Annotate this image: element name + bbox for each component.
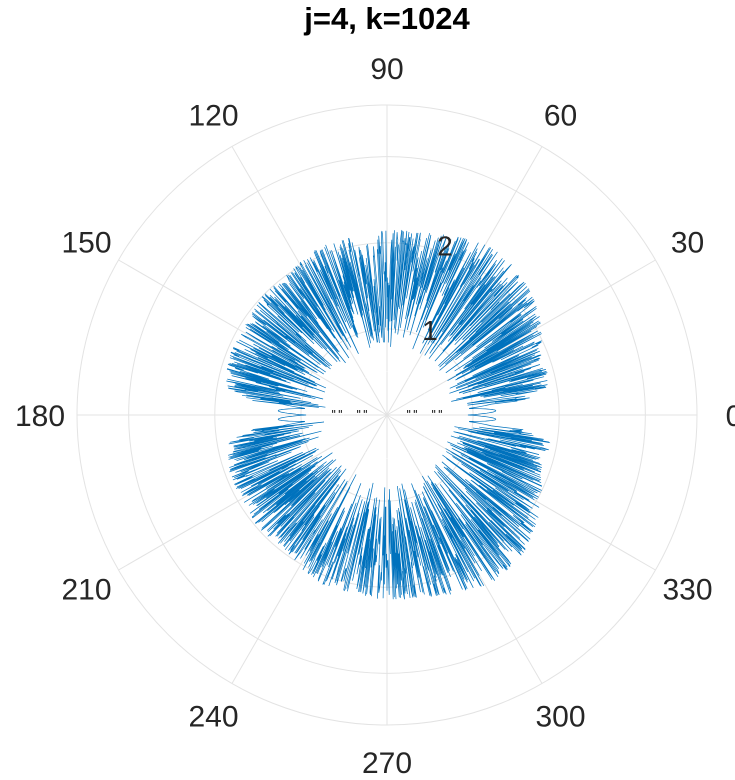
inner-spoke <box>365 377 388 416</box>
center-marker: "" <box>405 408 418 421</box>
center-marker: "" <box>330 408 343 421</box>
inner-spoke <box>349 414 388 437</box>
chart-title: j=4, k=1024 <box>303 1 470 36</box>
angle-tick-label: 60 <box>544 100 577 133</box>
angle-tick-label: 120 <box>188 100 238 133</box>
angle-tick-label: 90 <box>370 53 403 86</box>
center-markers: "" "" "" "" <box>330 408 443 421</box>
angle-labels: 0 30 60 90 120 150 180 210 240 270 300 330 <box>15 53 735 780</box>
center-marker: "" <box>355 408 368 421</box>
inner-spoke <box>365 414 388 453</box>
angle-tick-label: 270 <box>362 747 412 780</box>
angle-tick-label: 210 <box>61 574 111 607</box>
angle-tick-label: 240 <box>188 701 238 734</box>
radial-tick-label: 2 <box>437 230 453 261</box>
angle-tick-label: 300 <box>535 701 585 734</box>
grid-spoke <box>118 259 388 416</box>
radial-labels: 12 <box>422 230 452 346</box>
inner-spoke <box>386 393 425 416</box>
inner-spoke <box>386 414 425 437</box>
inner-spoke <box>386 377 409 416</box>
series-line <box>226 229 551 600</box>
angle-tick-label: 30 <box>671 227 704 260</box>
center-marker: "" <box>430 408 443 421</box>
angle-tick-label: 330 <box>662 574 712 607</box>
inner-spoke <box>386 414 409 453</box>
grid-spoke <box>386 259 656 416</box>
series-group <box>226 229 551 600</box>
angle-tick-label: 0 <box>726 400 735 433</box>
angle-tick-label: 150 <box>61 227 111 260</box>
radial-tick-label: 1 <box>422 315 438 346</box>
inner-spoke <box>349 393 388 416</box>
angle-tick-label: 180 <box>15 400 65 433</box>
